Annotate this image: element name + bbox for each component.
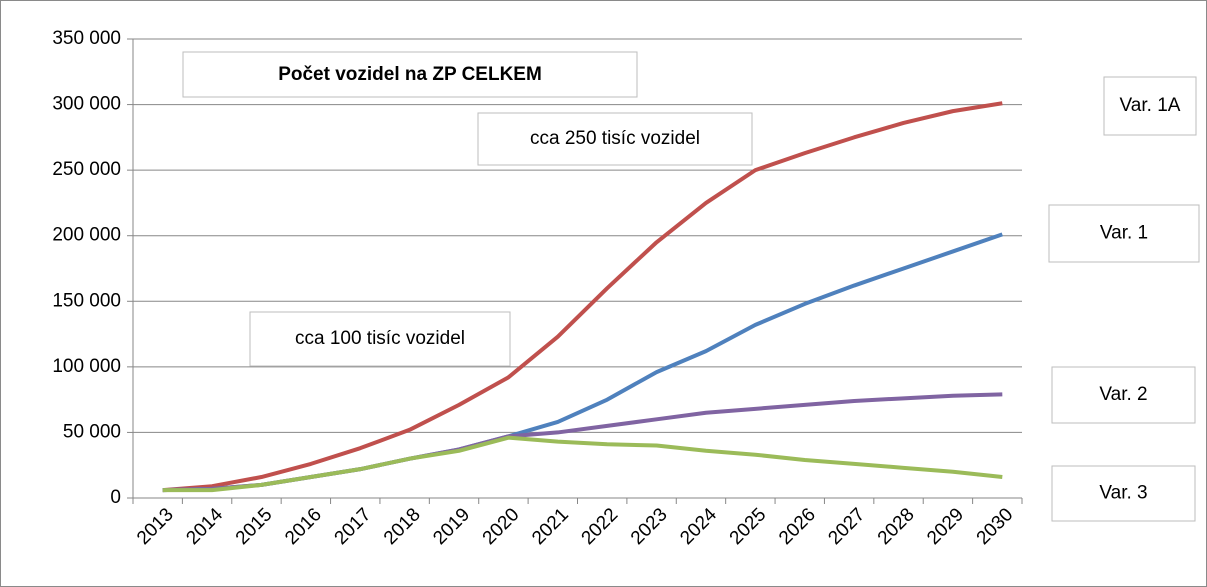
- y-tick-label: 100 000: [52, 356, 121, 377]
- legend-box: [1048, 204, 1200, 263]
- y-tick-label: 250 000: [52, 159, 121, 180]
- legend-box: [1103, 76, 1197, 136]
- legend-label: Var. 3: [1099, 483, 1147, 504]
- chart-title: Počet vozidel na ZP CELKEM: [278, 64, 542, 85]
- y-tick-label: 50 000: [63, 421, 121, 442]
- legend-label: Var. 1: [1100, 223, 1148, 244]
- series-line: [162, 101, 1003, 493]
- annotation-box: [477, 112, 753, 166]
- y-tick-label: 350 000: [52, 28, 121, 49]
- y-tick-label: 300 000: [52, 94, 121, 115]
- legend-label: Var. 2: [1099, 384, 1147, 405]
- annotation: cca 250 tisíc vozidel: [530, 128, 700, 149]
- legend-box: [1051, 465, 1196, 522]
- y-tick-label: 150 000: [52, 290, 121, 311]
- annotation-box: [249, 311, 511, 367]
- y-tick-label: 200 000: [52, 225, 121, 246]
- series-line: [162, 435, 1003, 493]
- legend-label: Var. 1A: [1120, 95, 1181, 116]
- y-tick-label: 0: [110, 487, 121, 508]
- title-box: [182, 51, 638, 98]
- annotation: cca 100 tisíc vozidel: [295, 328, 465, 349]
- legend-box: [1051, 366, 1196, 424]
